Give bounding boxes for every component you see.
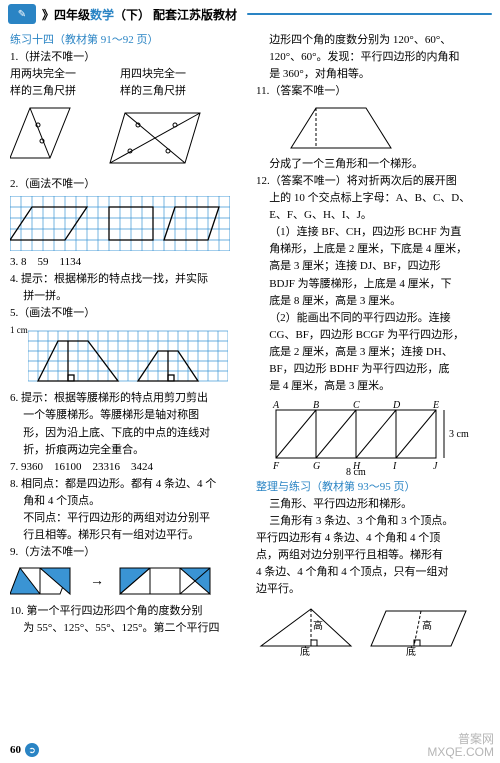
q9-figure: →	[10, 564, 244, 600]
tri-di: 底	[300, 645, 310, 656]
q6c: 形，因为沿上底、下底的中点的连线对	[10, 425, 244, 442]
rev1: 三角形、平行四边形和梯形。	[256, 496, 490, 513]
q1-title: 1.（拼法不唯一）	[10, 49, 244, 66]
title-math: 数学	[90, 8, 114, 22]
lbl-F: F	[272, 461, 280, 472]
q1-left-text: 用两块完全一 样的三角尺拼	[10, 66, 100, 100]
rev5: 4 条边、4 个角和 4 个顶点，只有一组对	[256, 564, 490, 581]
content-columns: 练习十四（教材第 91～92 页） 1.（拼法不唯一） 用两块完全一 样的三角尺…	[0, 28, 500, 659]
q1-row: 用两块完全一 样的三角尺拼 用四块完全一 样的三角尺拼	[10, 66, 244, 100]
q4b: 拼一拼。	[10, 288, 244, 305]
q6d: 折，折痕两边完全重合。	[10, 442, 244, 459]
q6b: 一个等腰梯形。等腰梯形是轴对称图	[10, 407, 244, 424]
q1-figure	[10, 103, 244, 173]
q12-figure: A B C D E F G H I J 3 cm 8 cm	[256, 398, 490, 476]
wm-l2: MXQE.COM	[427, 746, 494, 759]
notebook-icon: ✎	[8, 4, 36, 24]
r1c: 是 360°，对角相等。	[256, 66, 490, 83]
q9: 9.（方法不唯一）	[10, 544, 244, 561]
q12l: BF，四边形 BDHF 为平行四边形，底	[256, 361, 490, 378]
lbl-G: G	[313, 461, 320, 472]
q10a: 10. 第一个平行四边形四个角的度数分别	[10, 603, 244, 620]
q1-left-l1: 用两块完全一	[10, 66, 100, 83]
q5-scale-label: 1 cm	[10, 325, 28, 335]
rev3: 平行四边形有 4 条边、4 个角和 4 个顶	[256, 530, 490, 547]
rev4: 点，两组对边分别平行且相等。梯形有	[256, 547, 490, 564]
watermark: 普案网 MXQE.COM	[427, 733, 494, 759]
lbl-I: I	[392, 461, 397, 472]
q8a: 8. 相同点：都是四边形。都有 4 条边、4 个	[10, 476, 244, 493]
r1a: 边形四个角的度数分别为 120°、60°、	[256, 32, 490, 49]
lbl-w: 8 cm	[346, 467, 366, 476]
q8c: 不同点：平行四边形的两组对边分别平	[10, 510, 244, 527]
header-rule	[247, 13, 492, 15]
para-di: 底	[406, 645, 416, 656]
left-column: 练习十四（教材第 91～92 页） 1.（拼法不唯一） 用两块完全一 样的三角尺…	[10, 32, 244, 659]
q6a: 6. 提示：根据等腰梯形的特点用剪刀剪出	[10, 390, 244, 407]
q8d: 行且相等。梯形只有一组对边平行。	[10, 527, 244, 544]
r1b: 120°、60°。发现：平行四边形的内角和	[256, 49, 490, 66]
q11: 11.（答案不唯一）	[256, 83, 490, 100]
q2-figure	[10, 196, 244, 251]
page-number: 60	[10, 744, 21, 756]
q12f: 高是 3 厘米；连接 DJ、BF，四边形	[256, 258, 490, 275]
q8b: 角和 4 个顶点。	[10, 493, 244, 510]
q5: 5.（画法不唯一）	[10, 305, 244, 322]
tri-gao: 高	[313, 619, 323, 632]
bottom-figures: 高 底 高 底	[256, 601, 490, 656]
rev6: 边平行。	[256, 581, 490, 598]
title-suffix: （下） 配套江苏版教材	[114, 8, 237, 22]
q10b: 为 55°、125°、55°、125°。第二个平行四	[10, 620, 244, 637]
q12j: CG、BF，四边形 BCGF 为平行四边形，	[256, 327, 490, 344]
q12i: （2）能画出不同的平行四边形。连接	[256, 310, 490, 327]
svg-text:→: →	[90, 574, 104, 589]
q12k: 底是 2 厘米，高是 3 厘米；连接 DH、	[256, 344, 490, 361]
header-title: 》四年级数学（下） 配套江苏版教材	[42, 6, 237, 23]
lbl-J: J	[433, 461, 438, 472]
q12b: 上的 10 个交点标上字母：A、B、C、D、	[256, 190, 490, 207]
q12a: 12.（答案不唯一）将对折两次后的展开图	[256, 173, 490, 190]
icon-glyph: ✎	[18, 9, 26, 20]
page-header: ✎ 》四年级数学（下） 配套江苏版教材	[0, 0, 500, 28]
q12e: 角梯形，上底是 2 厘米，下底是 4 厘米，	[256, 241, 490, 258]
page-footer: 60 ➲	[10, 743, 39, 757]
wm-l1: 普案网	[427, 733, 494, 746]
q7: 7. 9360 16100 23316 3424	[10, 459, 244, 476]
lbl-E: E	[432, 400, 439, 411]
rev2: 三角形有 3 条边、3 个角和 3 个顶点。	[256, 513, 490, 530]
practice-14-title: 练习十四（教材第 91～92 页）	[10, 32, 244, 49]
q3: 3. 8 59 1134	[10, 254, 244, 271]
q12h: 底是 8 厘米，高是 3 厘米。	[256, 293, 490, 310]
q2-title: 2.（画法不唯一）	[10, 176, 244, 193]
title-prefix: 》四年级	[42, 8, 90, 22]
para-gao: 高	[422, 619, 432, 632]
lbl-A: A	[272, 400, 280, 411]
lbl-C: C	[353, 400, 360, 411]
q12m: 是 4 厘米，高是 3 厘米。	[256, 378, 490, 395]
q12d: （1）连接 BF、CH，四边形 BCHF 为直	[256, 224, 490, 241]
q1-right-l1: 用四块完全一	[120, 66, 210, 83]
lbl-h: 3 cm	[449, 429, 469, 440]
lbl-B: B	[313, 400, 319, 411]
q1-left-l2: 样的三角尺拼	[10, 83, 100, 100]
q12g: BDJF 为等腰梯形，上底是 4 厘米，下	[256, 276, 490, 293]
lbl-D: D	[392, 400, 401, 411]
review-title: 整理与练习（教材第 93～95 页）	[256, 479, 490, 496]
right-column: 边形四个角的度数分别为 120°、60°、 120°、60°。发现：平行四边形的…	[256, 32, 490, 659]
q1-right-text: 用四块完全一 样的三角尺拼	[120, 66, 210, 100]
footer-icon: ➲	[25, 743, 39, 757]
q1-right-l2: 样的三角尺拼	[120, 83, 210, 100]
q5-figure: 1 cm	[10, 325, 244, 387]
q12c: E、F、G、H、I、J。	[256, 207, 490, 224]
q4a: 4. 提示：根据梯形的特点找一找，并实际	[10, 271, 244, 288]
q11-figure	[256, 103, 490, 153]
q11-cap: 分成了一个三角形和一个梯形。	[256, 156, 490, 173]
